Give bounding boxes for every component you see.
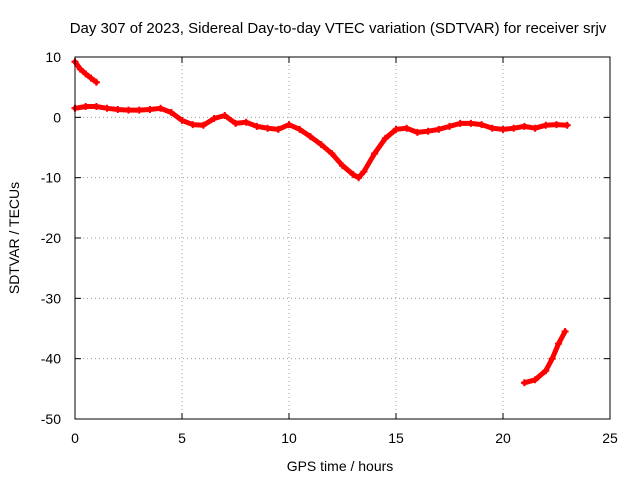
series-trace	[521, 329, 568, 386]
data-point	[178, 116, 186, 124]
data-point	[87, 74, 95, 82]
data-point	[413, 128, 421, 136]
data-point	[92, 103, 100, 110]
data-point	[125, 106, 132, 114]
data-point	[520, 379, 528, 387]
data-point	[403, 124, 411, 132]
data-point	[242, 118, 250, 126]
data-point	[199, 121, 207, 129]
data-point	[135, 106, 143, 114]
y-tick-label: -30	[41, 290, 61, 306]
data-point	[328, 150, 336, 157]
data-point	[76, 65, 84, 73]
data-point	[210, 115, 218, 122]
data-point	[360, 168, 368, 176]
x-tick-label: 15	[388, 430, 404, 446]
data-point	[167, 109, 175, 116]
data-point	[488, 124, 496, 132]
data-point	[296, 125, 304, 133]
data-point	[424, 127, 432, 135]
y-tick-label: 0	[53, 109, 61, 125]
data-point	[435, 125, 443, 133]
axis-ticks: 0 5 10 15 20 25 10 0 -10 -20 -30 -40 -50	[41, 49, 618, 446]
data-point	[381, 134, 389, 142]
data-point	[392, 125, 400, 133]
x-tick-label: 25	[602, 430, 618, 446]
x-tick-label: 5	[178, 430, 186, 446]
data-point	[232, 119, 239, 127]
data-point	[555, 340, 563, 348]
data-point	[371, 150, 379, 157]
data-point	[531, 124, 539, 132]
data-point	[317, 141, 325, 148]
y-tick-label: -20	[41, 230, 61, 246]
data-point	[189, 121, 197, 129]
data-point	[553, 121, 560, 129]
data-point	[285, 121, 293, 129]
data-point	[264, 124, 272, 132]
data-point	[561, 328, 569, 335]
y-axis-label: SDTVAR / TECUs	[6, 182, 22, 294]
data-point	[563, 121, 571, 129]
y-tick-label: -10	[41, 170, 61, 186]
data-point	[499, 125, 507, 133]
chart-title: Day 307 of 2023, Sidereal Day-to-day VTE…	[70, 20, 607, 37]
data-point	[82, 103, 90, 110]
data-series	[71, 58, 571, 387]
x-tick-label: 0	[71, 430, 79, 446]
data-point	[339, 162, 346, 170]
data-point	[146, 106, 154, 113]
data-point	[355, 174, 363, 182]
data-point	[274, 125, 282, 133]
x-axis-label: GPS time / hours	[287, 458, 394, 474]
data-point	[456, 119, 464, 127]
data-point	[114, 106, 122, 113]
data-point	[531, 376, 539, 384]
data-point	[467, 119, 475, 127]
data-point	[542, 367, 550, 375]
data-point	[157, 104, 165, 112]
x-tick-label: 20	[495, 430, 511, 446]
data-point	[103, 104, 111, 112]
x-tick-label: 10	[281, 430, 297, 446]
y-tick-label: -40	[41, 351, 61, 367]
data-point	[221, 112, 229, 119]
data-point	[92, 78, 100, 86]
data-point	[510, 124, 518, 132]
data-point	[548, 355, 556, 363]
y-tick-label: 10	[45, 49, 61, 65]
data-point	[253, 122, 261, 130]
data-point	[306, 133, 314, 141]
data-point	[520, 122, 528, 130]
data-point	[349, 171, 357, 179]
data-point	[446, 122, 453, 130]
data-point	[542, 121, 550, 129]
data-point	[82, 70, 90, 78]
data-point	[478, 121, 486, 129]
y-tick-label: -50	[41, 411, 61, 427]
